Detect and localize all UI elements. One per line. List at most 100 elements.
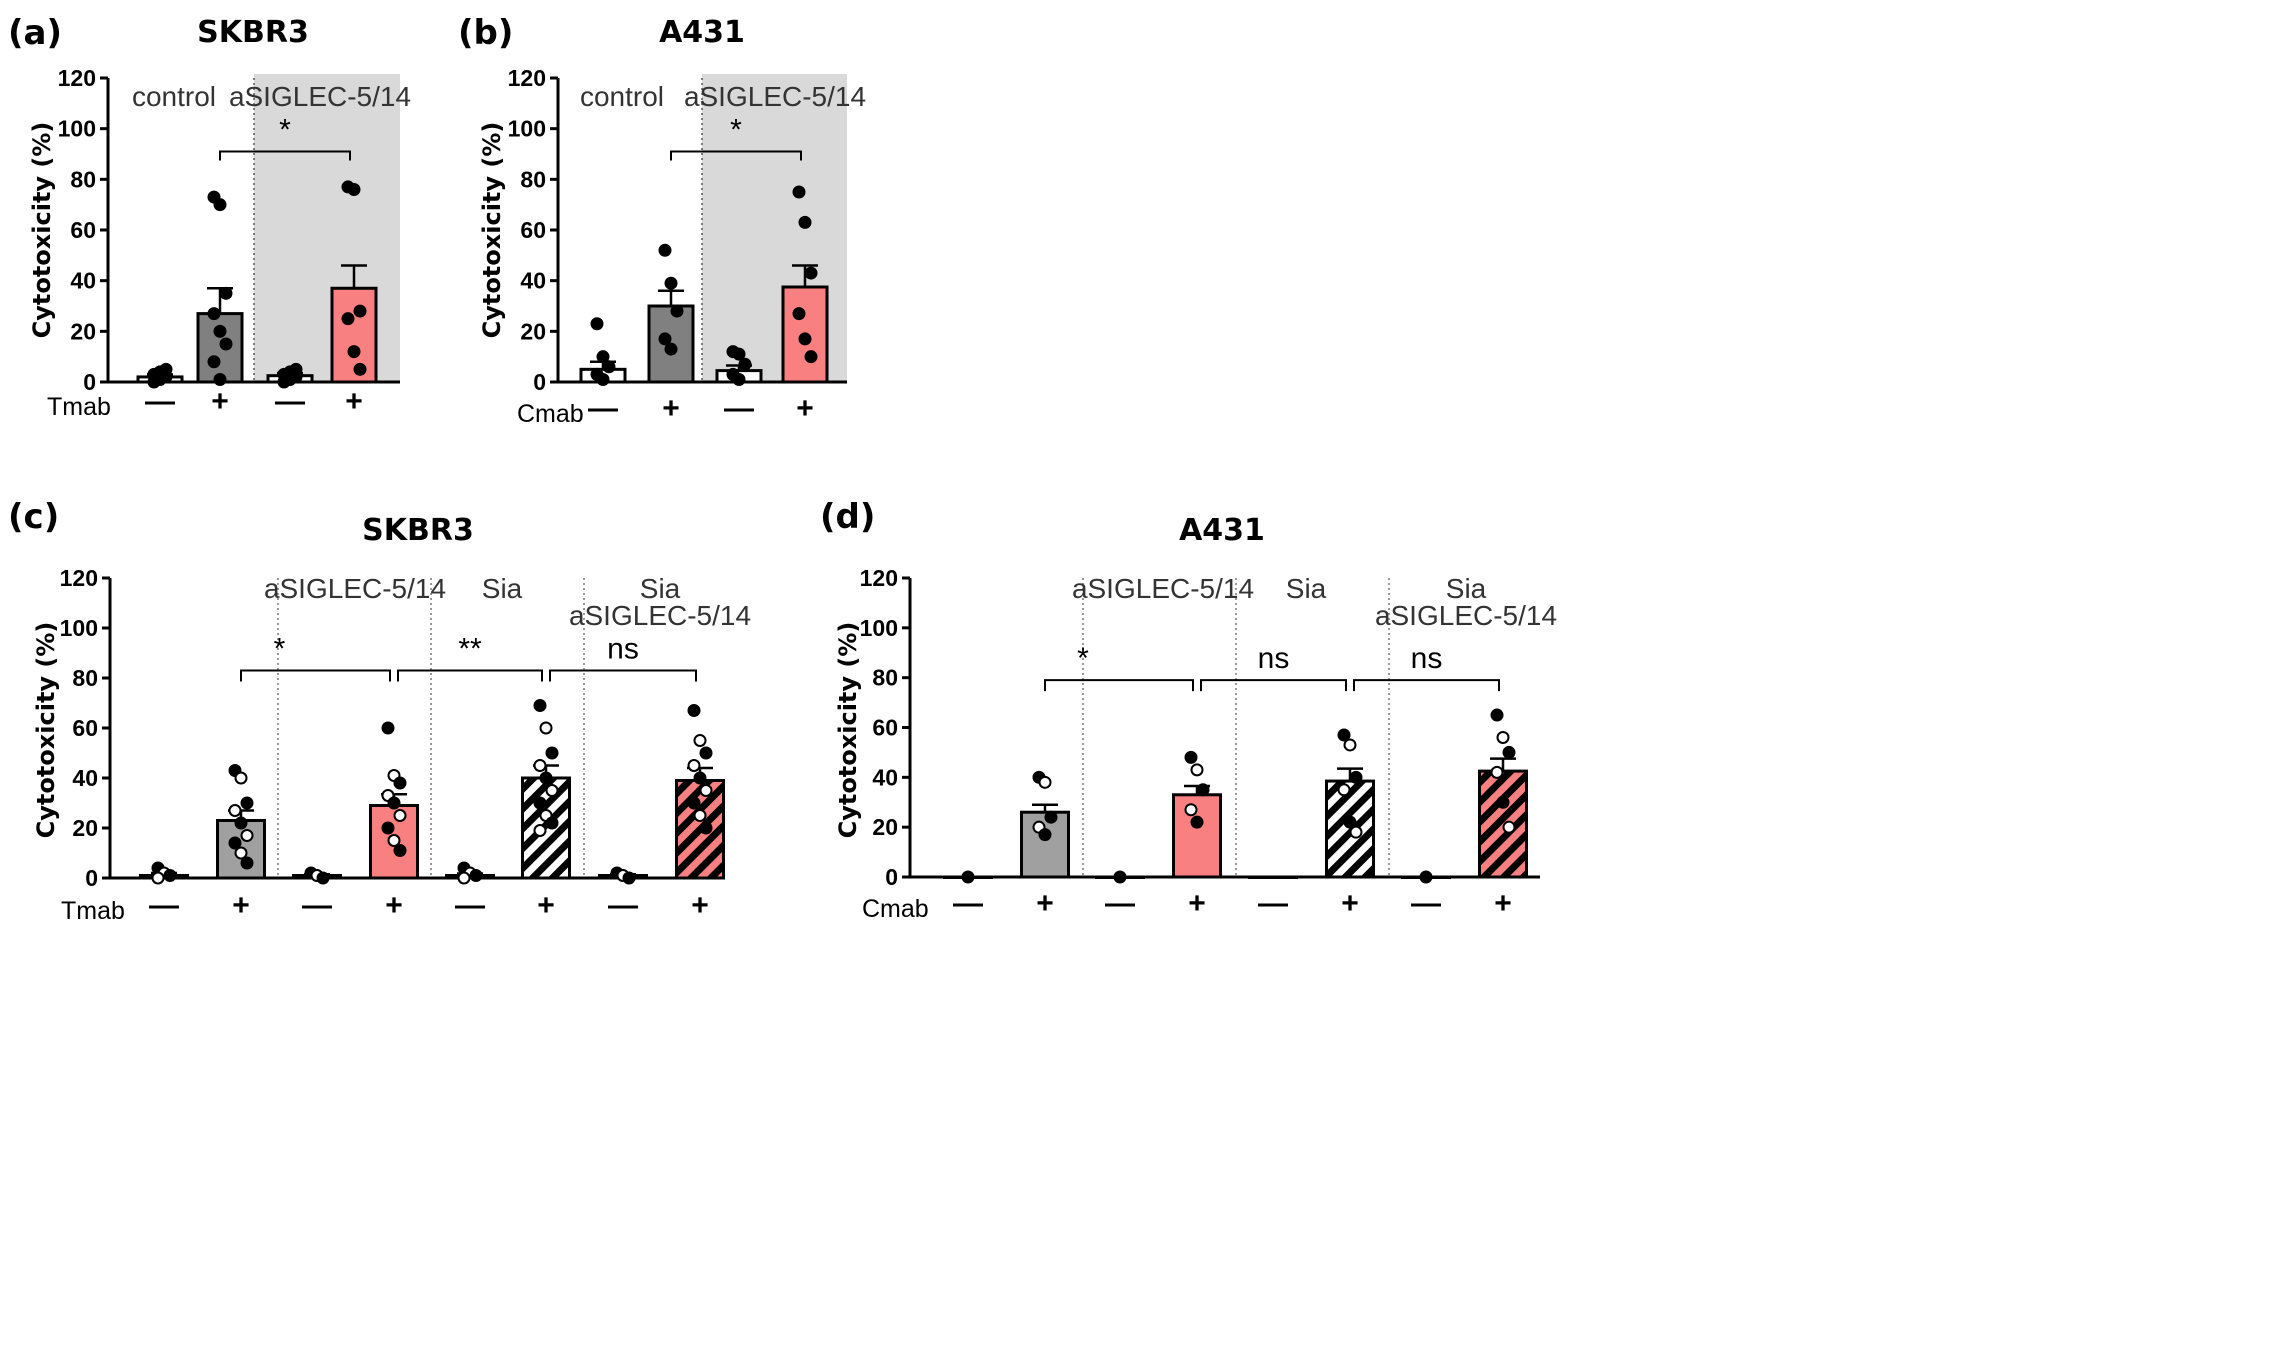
data-point	[1502, 820, 1516, 834]
treatment-sign: —	[608, 889, 638, 922]
data-point	[219, 337, 233, 351]
data-point	[961, 870, 975, 884]
data-point	[699, 746, 713, 760]
y-tick-label: 100	[58, 116, 96, 142]
data-point	[1184, 750, 1198, 764]
data-point	[602, 360, 616, 374]
data-point	[228, 836, 242, 850]
data-point	[596, 350, 610, 364]
group-label: aSIGLEC-5/14	[1072, 573, 1254, 604]
data-point	[533, 699, 547, 712]
panel-letter: (d)	[820, 497, 875, 537]
y-tick-label: 80	[72, 665, 98, 691]
data-point	[353, 304, 367, 318]
treatment-sign: —	[1258, 887, 1288, 920]
y-tick-label: 40	[520, 268, 546, 294]
panel-letter: (b)	[458, 13, 513, 53]
y-tick-label: 120	[860, 565, 898, 591]
panel-a: (a) SKBR3 Cytotoxicity (%) 0 20 40 60 80 100 120 c…	[8, 13, 411, 421]
y-axis-label: Cytotoxicity (%)	[834, 622, 862, 839]
y-tick-label: 60	[872, 715, 898, 741]
treatment-sign: —	[953, 887, 983, 920]
data-point	[1502, 745, 1516, 759]
y-tick-label: 100	[60, 615, 98, 641]
data-point	[159, 362, 173, 376]
y-axis-label: Cytotoxicity (%)	[32, 622, 60, 839]
data-point	[804, 266, 818, 280]
y-tick-label: 0	[885, 864, 898, 890]
data-point	[533, 759, 547, 772]
bar	[1478, 769, 1528, 879]
treatment-sign: +	[1341, 887, 1359, 920]
data-point	[670, 304, 684, 318]
panel-c: (c) SKBR3 Cytotoxicity (%) 0 20 40 60 80 100 120 a…	[8, 497, 751, 925]
treatment-sign: +	[1188, 887, 1206, 920]
y-tick-label: 120	[58, 65, 96, 91]
data-point	[693, 734, 707, 747]
shaded-region	[254, 74, 400, 382]
data-point	[240, 796, 254, 810]
data-point	[804, 350, 818, 364]
group-label: aSIGLEC-5/14	[1375, 600, 1557, 631]
y-tick-label: 20	[872, 814, 898, 840]
data-point	[213, 198, 227, 212]
data-point	[234, 846, 248, 860]
significance-bracket	[670, 150, 802, 161]
data-point	[687, 704, 701, 717]
data-point	[545, 784, 559, 797]
treatment-sign: —	[588, 392, 618, 425]
panel-letter: (c)	[8, 497, 59, 537]
data-point	[381, 721, 395, 735]
data-point	[738, 357, 752, 371]
treatment-sign: —	[145, 385, 175, 418]
group-label: Sia	[1446, 573, 1487, 604]
y-tick-label: 40	[872, 764, 898, 790]
data-point	[387, 796, 401, 810]
data-point	[341, 312, 355, 326]
data-point	[347, 345, 361, 359]
y-axis-label: Cytotoxicity (%)	[478, 122, 506, 339]
treatment-sign: +	[796, 392, 814, 425]
treatment-sign: +	[662, 392, 680, 425]
treatment-sign: —	[724, 392, 754, 425]
data-point	[457, 871, 471, 885]
data-point	[664, 342, 678, 356]
data-point	[353, 362, 367, 376]
data-point	[207, 307, 221, 321]
bar	[1020, 810, 1070, 879]
data-point	[469, 869, 483, 882]
treatment-sign: +	[691, 889, 709, 922]
panel-letter: (a)	[8, 13, 62, 53]
data-point	[798, 332, 812, 346]
data-point	[622, 871, 636, 885]
treatment-sign: —	[275, 385, 305, 418]
treatment-sign: —	[1411, 887, 1441, 920]
significance-label: **	[458, 633, 482, 666]
data-point	[1349, 825, 1363, 839]
panel-title: A431	[659, 15, 745, 50]
significance-label: *	[279, 113, 291, 146]
data-point	[393, 776, 407, 790]
treatment-sign: +	[1494, 887, 1512, 920]
panel-title: A431	[1179, 513, 1265, 548]
data-point	[393, 809, 407, 822]
panel-d: (d) A431 Cytotoxicity (%) 0 20 40 60 80 100 120 aS…	[820, 497, 1557, 923]
significance-bracket	[1353, 679, 1500, 692]
data-point	[1044, 810, 1058, 824]
treatment-sign: —	[149, 889, 179, 922]
data-point	[151, 871, 165, 885]
data-point	[219, 286, 233, 300]
bar	[196, 312, 244, 384]
bar	[1325, 779, 1375, 879]
data-point	[316, 871, 330, 885]
y-tick-label: 80	[520, 166, 546, 192]
bar	[1248, 875, 1298, 879]
data-point	[658, 332, 672, 346]
y-tick-label: 100	[860, 615, 898, 641]
y-tick-label: 20	[72, 815, 98, 841]
group-label: Sia	[1286, 573, 1327, 604]
data-point	[347, 182, 361, 196]
data-point	[393, 844, 407, 857]
group-label: control	[580, 81, 664, 112]
